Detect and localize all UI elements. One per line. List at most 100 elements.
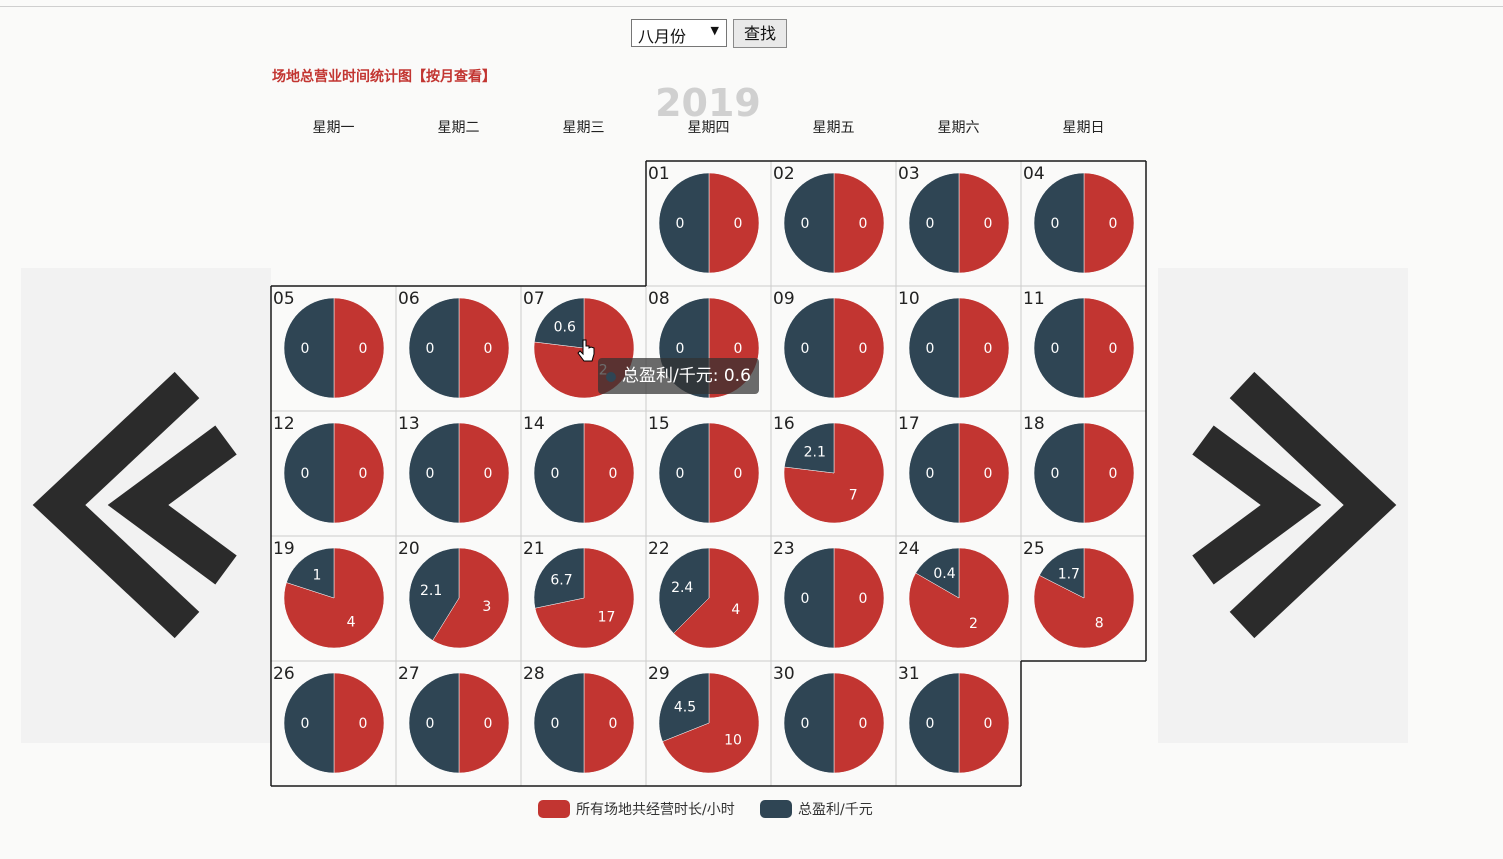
pie-slice-hours [1083, 297, 1135, 399]
pie-slice-profit [908, 297, 960, 399]
pie-slice-hours [458, 297, 510, 399]
day-cell-29: 29 10 4.5 [645, 660, 772, 787]
pie-slice-hours [458, 672, 510, 774]
data-label-profit: 0 [801, 716, 810, 732]
pie-slice-hours [534, 547, 635, 649]
day-number: 15 [648, 414, 670, 434]
day-number: 06 [398, 289, 420, 309]
data-label-profit: 0 [426, 466, 435, 482]
data-label-hours: 2 [969, 616, 978, 632]
pie-slice-profit [408, 297, 460, 399]
pie-slice-profit [1033, 297, 1085, 399]
pie-slice-hours [333, 672, 385, 774]
pie-slice-profit [783, 297, 835, 399]
data-label-profit: 0 [801, 341, 810, 357]
data-label-hours: 0 [359, 466, 368, 482]
pie-slice-profit [784, 422, 835, 474]
pie-slice-hours [583, 422, 635, 524]
data-label-profit: 0 [1051, 466, 1060, 482]
day-number: 16 [773, 414, 795, 434]
year-label: 2019 [655, 81, 761, 125]
data-label-hours: 0 [484, 341, 493, 357]
data-label-hours: 0 [609, 466, 618, 482]
data-label-hours: 0 [984, 466, 993, 482]
day-number: 01 [648, 164, 670, 184]
weekday-label: 星期日 [1063, 120, 1105, 136]
day-number: 07 [523, 289, 545, 309]
hand-cursor-shape [577, 339, 595, 362]
data-label-profit: 1 [312, 568, 321, 584]
pie-slice-profit [408, 672, 460, 774]
data-label-hours: 0 [734, 341, 743, 357]
data-label-profit: 0 [801, 216, 810, 232]
search-button[interactable]: 查找 [733, 19, 787, 48]
day-cell-10: 10 0 0 [895, 285, 1022, 412]
pie-slice-profit [1039, 547, 1085, 599]
pie-slice-profit [408, 422, 460, 524]
day-cell-25: 25 8 1.7 [1020, 535, 1147, 662]
pie-slice-hours [958, 172, 1010, 274]
data-label-hours: 4 [731, 602, 740, 618]
day-cell-22: 22 4 2.4 [645, 535, 772, 662]
data-label-hours: 0 [609, 716, 618, 732]
weekday-label: 星期一 [313, 120, 355, 136]
pie-slice-hours [958, 422, 1010, 524]
pie-slice-hours [833, 672, 885, 774]
data-label-profit: 0 [1051, 216, 1060, 232]
day-number: 24 [898, 539, 920, 559]
day-number: 21 [523, 539, 545, 559]
data-label-profit: 0 [426, 341, 435, 357]
data-label-hours: 0 [859, 591, 868, 607]
pie-slice-profit [658, 422, 710, 524]
day-number: 20 [398, 539, 420, 559]
pie-slice-hours [458, 422, 510, 524]
data-label-profit: 0 [301, 716, 310, 732]
day-cell-11: 11 0 0 [1020, 285, 1147, 412]
chart-title: 场地总营业时间统计图【按月查看】 [272, 69, 496, 85]
dropdown-arrow-icon: ▼ [710, 24, 719, 37]
data-label-profit: 0 [301, 466, 310, 482]
data-label-hours: 0 [734, 216, 743, 232]
data-label-profit: 0 [676, 466, 685, 482]
data-label-profit: 2.1 [420, 583, 442, 599]
day-cell-23: 23 0 0 [770, 535, 897, 662]
next-month-button[interactable] [1158, 268, 1408, 743]
pie-slice-profit [658, 547, 710, 634]
day-number: 10 [898, 289, 920, 309]
data-label-hours: 0 [859, 216, 868, 232]
data-label-hours: 0 [1109, 341, 1118, 357]
day-cell-24: 24 2 0.4 [895, 535, 1022, 662]
day-cell-14: 14 0 0 [520, 410, 647, 537]
month-select[interactable]: 八月份 ▼ [631, 19, 727, 47]
data-label-profit: 0 [926, 216, 935, 232]
data-label-profit: 0 [926, 341, 935, 357]
data-label-hours: 0 [984, 716, 993, 732]
legend-label-profit: 总盈利/千元 [798, 802, 873, 818]
data-label-profit: 0 [801, 591, 810, 607]
day-number: 23 [773, 539, 795, 559]
month-select-value: 八月份 [638, 27, 687, 46]
day-number: 26 [273, 664, 295, 684]
pie-slice-profit [408, 547, 460, 641]
prev-month-button[interactable] [21, 268, 271, 743]
data-label-profit: 0.4 [933, 566, 955, 582]
data-label-profit: 2.1 [804, 444, 826, 460]
pie-slice-profit [1033, 172, 1085, 274]
day-number: 29 [648, 664, 670, 684]
day-number: 18 [1023, 414, 1045, 434]
day-cell-01: 01 0 0 [645, 160, 772, 287]
data-label-profit: 0 [1051, 341, 1060, 357]
weekday-label: 星期二 [438, 120, 480, 136]
day-number: 13 [398, 414, 420, 434]
day-number: 04 [1023, 164, 1045, 184]
data-label-hours: 7 [849, 488, 858, 504]
legend-swatch-profit [760, 800, 792, 818]
day-number: 27 [398, 664, 420, 684]
pie-slice-profit [908, 672, 960, 774]
pie-slice-hours [432, 547, 510, 649]
pie-slice-profit [534, 297, 585, 349]
data-label-hours: 0 [859, 341, 868, 357]
